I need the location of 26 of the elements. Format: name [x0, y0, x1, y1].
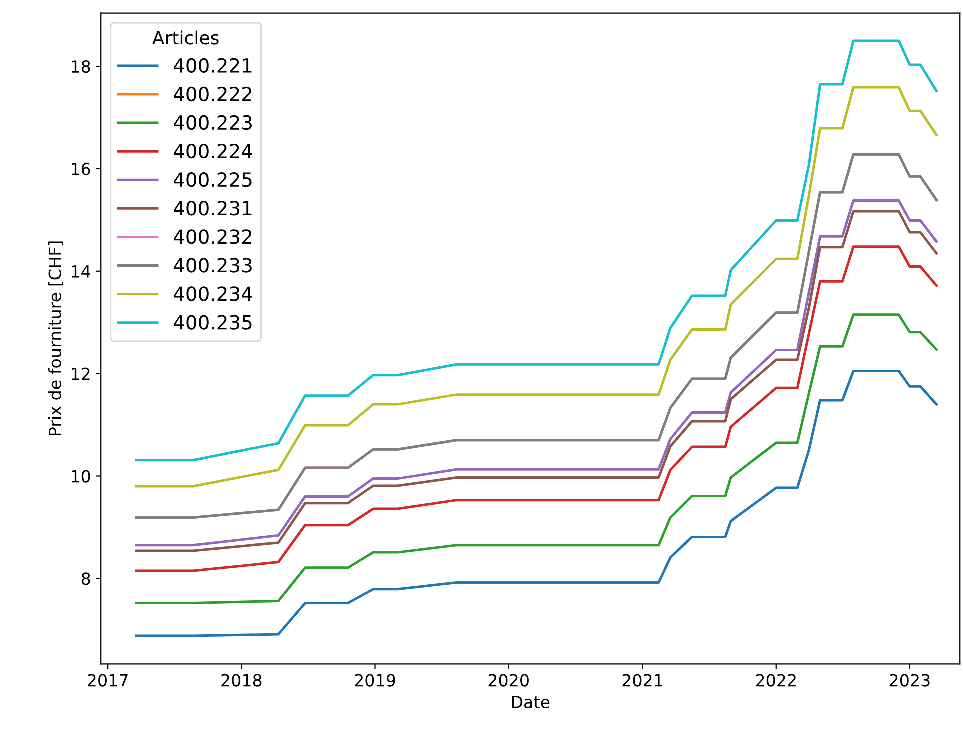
y-tick-label: 10	[72, 470, 90, 483]
x-axis-title: Date	[512, 696, 550, 709]
y-tick-label: 12	[72, 368, 90, 380]
x-tick-label: 2021	[622, 674, 662, 687]
y-tick-label: 14	[72, 266, 90, 278]
y-tick-label: 8	[82, 572, 90, 586]
y-axis-title: Prix de fourniture [CHF]	[48, 242, 64, 436]
legend-label: 400.222	[174, 86, 252, 102]
x-tick-label: 2019	[355, 674, 396, 687]
legend-title: Articles	[152, 30, 219, 45]
legend-label: 400.235	[174, 315, 252, 330]
x-tick-label: 2017	[88, 674, 128, 687]
legend-label: 400.223	[174, 115, 252, 130]
legend-label: 400.232	[174, 230, 252, 244]
x-tick-label: 2022	[756, 674, 796, 687]
x-tick-label: 2018	[222, 674, 262, 687]
x-tick-label: 2020	[488, 674, 529, 687]
legend-label: 400.233	[174, 258, 252, 273]
legend-label: 400.234	[174, 286, 252, 302]
legend-label: 400.224	[174, 144, 252, 159]
legend-label: 400.231	[174, 201, 252, 216]
legend-label: 400.221	[174, 58, 252, 74]
y-tick-label: 18	[72, 60, 90, 74]
x-tick-label: 2023	[890, 674, 930, 687]
legend-label: 400.225	[174, 172, 252, 188]
y-tick-label: 16	[72, 162, 90, 176]
